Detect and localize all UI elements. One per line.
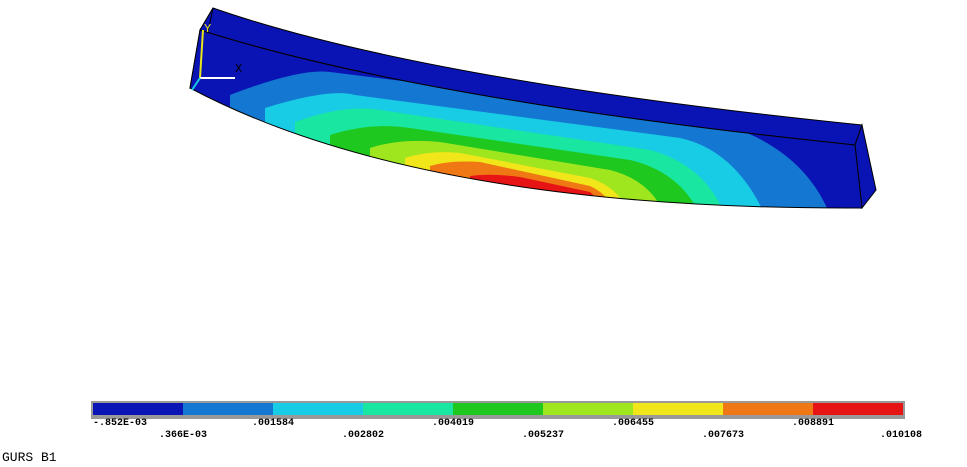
legend-label: .010108 xyxy=(880,430,922,441)
legend-label: .002802 xyxy=(342,430,384,441)
legend-label: .004019 xyxy=(432,418,474,429)
caption: GURS B1 xyxy=(2,450,57,465)
legend-label: .366E-03 xyxy=(159,430,207,441)
legend: -.852E-03 .366E-03 .001584 .002802 .004019 .0… xyxy=(91,401,922,441)
beam xyxy=(189,7,877,210)
triad: Y X xyxy=(191,22,242,91)
legend-band xyxy=(273,403,363,415)
legend-band xyxy=(363,403,453,415)
legend-band xyxy=(633,403,723,415)
legend-label: -.852E-03 xyxy=(93,418,147,429)
triad-x: X xyxy=(235,62,242,76)
legend-band xyxy=(543,403,633,415)
legend-label: .001584 xyxy=(252,418,294,429)
legend-band xyxy=(813,403,903,415)
legend-band xyxy=(93,403,183,415)
legend-label: .007673 xyxy=(702,430,744,441)
legend-label: .006455 xyxy=(612,418,654,429)
legend-band xyxy=(183,403,273,415)
legend-band xyxy=(453,403,543,415)
legend-label: .008891 xyxy=(792,418,834,429)
triad-y: Y xyxy=(204,22,211,36)
legend-band xyxy=(723,403,813,415)
legend-label: .005237 xyxy=(522,430,564,441)
